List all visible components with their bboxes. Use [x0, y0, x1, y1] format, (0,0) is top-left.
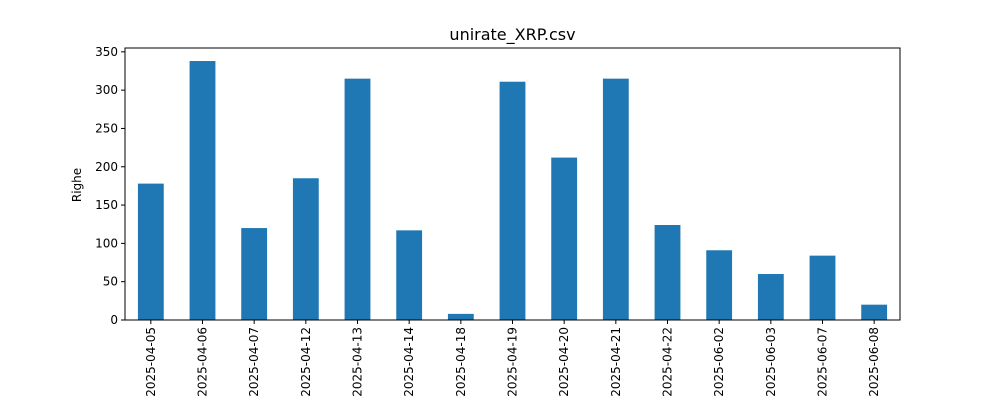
bar-2025-06-08 — [861, 304, 888, 320]
bar-2025-06-07 — [809, 255, 836, 320]
y-tick-label: 100 — [95, 236, 118, 250]
y-tick-label: 250 — [95, 121, 118, 135]
x-tick-label: 2025-06-08 — [867, 327, 881, 397]
bar-2025-04-07 — [241, 228, 268, 320]
x-tick-label: 2025-04-12 — [299, 327, 313, 397]
x-tick-label: 2025-06-02 — [712, 327, 726, 397]
x-tick-label: 2025-04-06 — [196, 327, 210, 397]
bar-2025-04-13 — [344, 78, 371, 320]
y-tick-label: 150 — [95, 198, 118, 212]
y-tick-label: 300 — [95, 83, 118, 97]
y-axis: 0 50 100 150 200 250 300 350 — [95, 45, 125, 327]
bar-2025-04-19 — [499, 81, 526, 320]
bar-2025-04-20 — [551, 157, 578, 320]
y-tick-label: 50 — [103, 275, 118, 289]
bar-2025-04-14 — [396, 230, 423, 320]
x-tick-label: 2025-04-19 — [506, 327, 520, 397]
x-tick-label: 2025-04-22 — [661, 327, 675, 397]
bars-group — [137, 61, 888, 320]
x-tick-label: 2025-04-07 — [247, 327, 261, 397]
x-tick-label: 2025-04-13 — [351, 327, 365, 397]
x-tick-label: 2025-06-03 — [764, 327, 778, 397]
bar-2025-04-05 — [137, 183, 164, 320]
x-tick-label: 2025-04-20 — [557, 327, 571, 397]
x-axis: 2025-04-05 2025-04-06 2025-04-07 2025-04-12… — [144, 320, 881, 397]
chart-title: unirate_XRP.csv — [449, 25, 575, 45]
y-tick-label: 200 — [95, 160, 118, 174]
bar-2025-04-21 — [602, 78, 629, 320]
bar-2025-04-18 — [447, 313, 474, 320]
bar-2025-06-03 — [757, 274, 784, 320]
x-tick-label: 2025-06-07 — [816, 327, 830, 397]
bar-2025-04-06 — [189, 61, 216, 320]
x-tick-label: 2025-04-21 — [609, 327, 623, 397]
x-tick-label: 2025-04-14 — [402, 327, 416, 397]
y-axis-label: Righe — [70, 168, 84, 202]
plot-frame — [124, 47, 901, 321]
y-tick-label: 350 — [95, 45, 118, 59]
x-tick-label: 2025-04-05 — [144, 327, 158, 397]
x-tick-label: 2025-04-18 — [454, 327, 468, 397]
y-tick-label: 0 — [110, 313, 118, 327]
bar-2025-06-02 — [706, 250, 733, 320]
bar-2025-04-22 — [654, 224, 681, 320]
bar-2025-04-12 — [292, 178, 319, 320]
